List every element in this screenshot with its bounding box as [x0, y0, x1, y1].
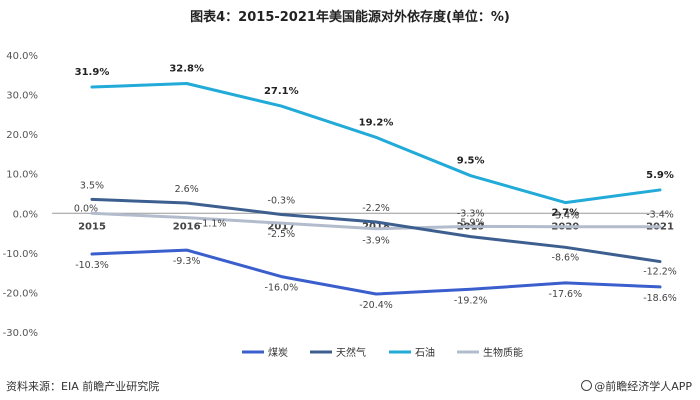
data-label: -3.9%: [362, 236, 390, 247]
data-label: -3.4%: [552, 211, 580, 222]
y-tick-label: 10.0%: [6, 170, 38, 181]
data-label: 5.9%: [646, 170, 674, 181]
data-label: 2.7%: [551, 208, 579, 219]
y-tick-label: 40.0%: [6, 51, 38, 62]
brand-credit: @前瞻经济学人APP: [581, 378, 692, 394]
x-tick-label: 2018: [362, 221, 390, 232]
data-label: 27.1%: [264, 86, 299, 97]
data-label: -2.5%: [268, 229, 296, 240]
chart-title: 图表4：2015-2021年美国能源对外依存度(单位：%): [190, 10, 510, 25]
data-label: 19.2%: [359, 117, 394, 128]
data-label: -10.3%: [75, 260, 109, 271]
data-label: 2.6%: [175, 184, 199, 195]
series-line: [90, 197, 662, 264]
legend: 煤炭 天然气 石油 生物质能: [242, 346, 523, 359]
data-label: -2.2%: [362, 203, 390, 214]
data-label: 9.5%: [457, 156, 485, 167]
legend-label: 天然气: [336, 346, 366, 359]
y-tick-label: 0.0%: [13, 209, 38, 220]
x-tick-label: 2015: [78, 221, 106, 232]
data-label: -17.6%: [549, 289, 583, 300]
data-label: -9.3%: [173, 256, 201, 267]
data-label: -3.4%: [646, 210, 674, 221]
x-tick-label: 2016: [173, 221, 201, 232]
data-label: -19.2%: [454, 295, 488, 306]
data-label: -20.4%: [359, 300, 393, 311]
y-axis: 40.0% 30.0% 20.0% 10.0% 0.0% -10.0% -20.0% -30.…: [3, 51, 38, 339]
data-label: 31.9%: [75, 67, 110, 78]
data-label: -1.1%: [199, 219, 227, 230]
series-line: [90, 248, 662, 296]
brand-text: @前瞻经济学人APP: [594, 380, 692, 393]
legend-label: 煤炭: [268, 346, 288, 359]
brand-logo-icon: [581, 380, 593, 391]
data-label: -8.6%: [552, 252, 580, 263]
legend-label: 石油: [415, 346, 435, 359]
source-note: 资料来源：EIA 前瞻产业研究院: [6, 380, 160, 393]
y-tick-label: -20.0%: [3, 288, 38, 299]
series-line: [90, 211, 662, 231]
series-line: [90, 81, 662, 205]
y-tick-label: -30.0%: [3, 328, 38, 339]
x-tick-label: 2017: [267, 221, 295, 232]
y-tick-label: -10.0%: [3, 249, 38, 260]
series-lines: [90, 81, 662, 296]
data-label: -3.3%: [457, 208, 485, 219]
data-labels: -10.3% -9.3% -16.0% -20.4% -19.2% -17.6% -18.6…: [74, 63, 677, 311]
y-tick-label: 30.0%: [6, 91, 38, 102]
y-tick-label: 20.0%: [6, 130, 38, 141]
data-label: -5.9%: [457, 218, 485, 229]
data-label: 0.0%: [74, 203, 98, 214]
data-label: -12.2%: [643, 267, 677, 278]
data-label: -16.0%: [265, 283, 299, 294]
data-label: 32.8%: [169, 63, 204, 74]
legend-label: 生物质能: [483, 346, 523, 359]
data-label: 3.5%: [80, 180, 104, 191]
data-label: -0.3%: [268, 195, 296, 206]
data-label: -18.6%: [643, 293, 677, 304]
